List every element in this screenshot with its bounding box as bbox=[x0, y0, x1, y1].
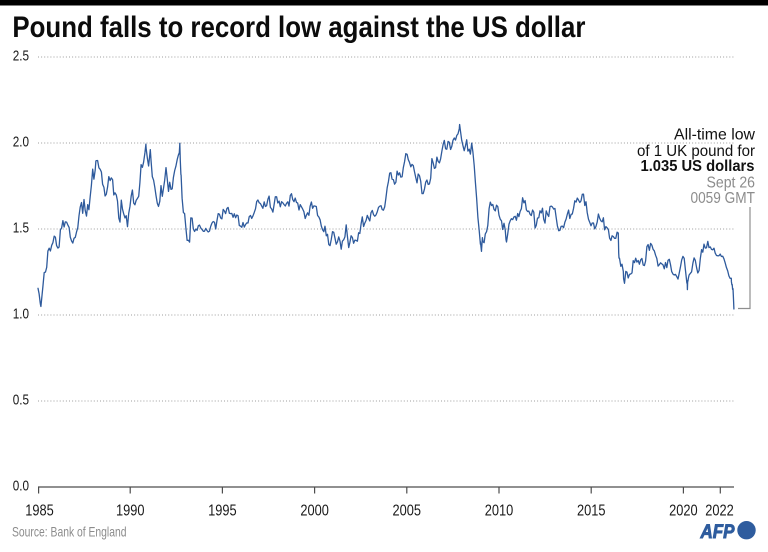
svg-text:2020: 2020 bbox=[669, 503, 698, 520]
svg-text:1990: 1990 bbox=[116, 503, 145, 520]
svg-text:2010: 2010 bbox=[485, 503, 514, 520]
svg-text:2005: 2005 bbox=[393, 503, 422, 520]
svg-text:2022: 2022 bbox=[705, 503, 734, 520]
svg-text:Source: Bank of England: Source: Bank of England bbox=[12, 524, 127, 540]
svg-text:1985: 1985 bbox=[25, 503, 54, 520]
svg-text:1.0: 1.0 bbox=[13, 306, 29, 323]
svg-text:2.5: 2.5 bbox=[13, 48, 29, 65]
svg-text:1.035 US dollars: 1.035 US dollars bbox=[641, 158, 755, 175]
svg-text:All-time low: All-time low bbox=[674, 127, 755, 144]
svg-text:0.5: 0.5 bbox=[13, 392, 29, 409]
svg-text:0.0: 0.0 bbox=[13, 478, 29, 495]
svg-text:1995: 1995 bbox=[208, 503, 237, 520]
svg-text:AFP: AFP bbox=[700, 522, 735, 543]
svg-text:Sept 26: Sept 26 bbox=[707, 175, 756, 192]
svg-text:2000: 2000 bbox=[300, 503, 329, 520]
svg-text:0059 GMT: 0059 GMT bbox=[691, 190, 756, 207]
svg-text:2.0: 2.0 bbox=[13, 134, 29, 151]
svg-text:Pound falls to record low agai: Pound falls to record low against the US… bbox=[12, 11, 585, 44]
svg-text:of 1 UK pound for: of 1 UK pound for bbox=[637, 143, 756, 160]
svg-text:1.5: 1.5 bbox=[13, 220, 29, 237]
svg-text:2015: 2015 bbox=[577, 503, 606, 520]
